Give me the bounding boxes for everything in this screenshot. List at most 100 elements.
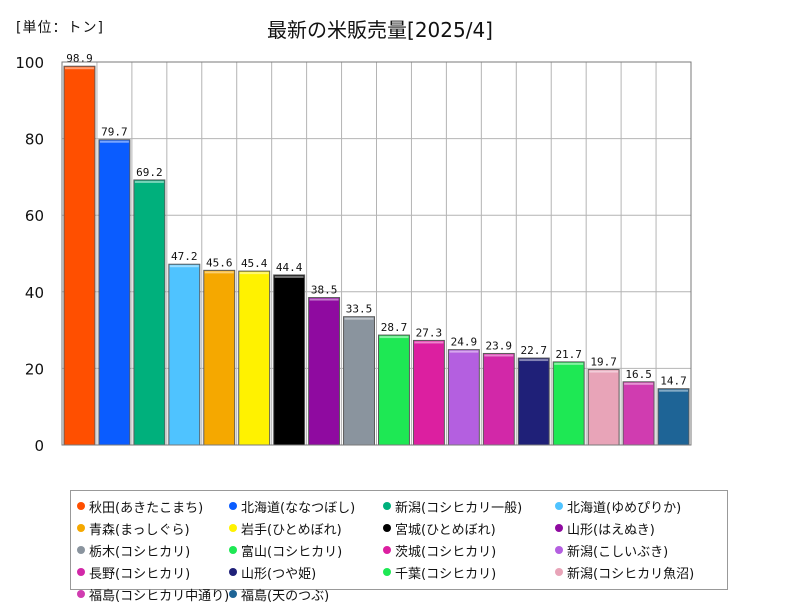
bar [378, 334, 410, 446]
legend-item: 新潟(こしいぶき) [555, 539, 725, 561]
y-tick-label: 0 [34, 437, 44, 455]
legend-swatch [383, 524, 391, 532]
legend-label: 山形(はえぬき) [567, 522, 655, 538]
legend-label: 長野(コシヒカリ) [89, 566, 191, 582]
y-tick-label: 80 [25, 131, 44, 149]
legend-swatch [383, 568, 391, 576]
horizontal-gridlines [62, 138, 691, 369]
plot-border [61, 61, 692, 446]
bar-highlight [344, 317, 374, 320]
legend-label: 新潟(コシヒカリ一般) [395, 500, 523, 516]
bar [133, 179, 166, 446]
bar-highlight [484, 354, 514, 357]
y-tick-label: 40 [25, 284, 44, 302]
legend-label: 秋田(あきたこまち) [89, 500, 204, 516]
legend-item: 新潟(コシヒカリ魚沼) [555, 561, 725, 583]
chart-title: 最新の米販売量[2025/4] [267, 18, 493, 42]
bar [343, 316, 375, 446]
legend-item: 栃木(コシヒカリ) [77, 539, 229, 561]
bar-highlight [449, 350, 479, 353]
bar-highlight [134, 180, 164, 183]
bar-highlight [239, 272, 269, 275]
legend-item: 千葉(コシヒカリ) [383, 561, 555, 583]
value-label: 22.7 [521, 344, 548, 357]
y-tick-labels: 0 20 40 60 80 100 [15, 54, 44, 455]
value-label: 47.2 [171, 250, 198, 263]
value-label: 14.7 [660, 375, 687, 388]
legend-label: 山形(つや姫) [241, 566, 317, 582]
legend-label: 新潟(こしいぶき) [567, 544, 669, 560]
bar-highlight [169, 265, 199, 268]
legend-swatch [77, 524, 85, 532]
bar [517, 357, 550, 446]
y-tick-label: 60 [25, 207, 44, 225]
bar [552, 361, 585, 446]
bar [622, 381, 655, 446]
value-label: 28.7 [381, 321, 408, 334]
legend-label: 富山(コシヒカリ) [241, 544, 343, 560]
value-label: 38.5 [311, 284, 338, 297]
bar-highlight [414, 341, 444, 344]
bar-highlight [379, 336, 409, 339]
legend-item: 北海道(ななつぼし) [229, 495, 383, 517]
legend-label: 栃木(コシヒカリ) [89, 544, 191, 560]
legend-item: 山形(はえぬき) [555, 517, 725, 539]
legend-label: 福島(コシヒカリ中通り) [89, 588, 230, 604]
bar-highlight [65, 67, 94, 70]
legend-swatch [77, 568, 85, 576]
value-label: 27.3 [416, 326, 443, 339]
legend-item: 秋田(あきたこまち) [77, 495, 229, 517]
bar-chart: 98.9 79.7 69.2 47.2 45.6 45.4 44.4 38.5 33.5 28.7… [15, 52, 692, 455]
legend-swatch [229, 524, 237, 532]
legend-swatch [555, 502, 563, 510]
bar-highlight [99, 140, 129, 143]
legend-swatch [383, 502, 391, 510]
legend-label: 福島(天のつぶ) [241, 588, 330, 604]
legend: 秋田(あきたこまち) 北海道(ななつぼし) 新潟(コシヒカリ一般) 北海道(ゆめぴりか… [70, 490, 728, 604]
legend-label: 北海道(ゆめぴりか) [567, 500, 682, 516]
bar-highlight [274, 275, 304, 278]
bar [657, 388, 690, 446]
bar [63, 65, 96, 446]
legend-item: 長野(コシヒカリ) [77, 561, 229, 583]
bar [308, 297, 341, 446]
legend-item: 新潟(コシヒカリ一般) [383, 495, 555, 517]
value-label: 21.7 [555, 348, 582, 361]
legend-label: 北海道(ななつぼし) [241, 500, 356, 516]
bar [238, 270, 271, 446]
bar-highlight [309, 298, 339, 301]
legend-item: 青森(まっしぐら) [77, 517, 229, 539]
legend-swatch [383, 546, 391, 554]
value-label: 44.4 [276, 261, 303, 274]
legend-swatch [229, 546, 237, 554]
legend-swatch [229, 568, 237, 576]
legend-label: 新潟(コシヒカリ魚沼) [567, 566, 695, 582]
bar-highlight [204, 271, 234, 274]
y-tick-label: 20 [25, 360, 44, 378]
value-label: 98.9 [66, 52, 93, 65]
value-label: 16.5 [625, 368, 652, 381]
y-tick-label: 100 [15, 54, 44, 72]
legend-swatch [77, 502, 85, 510]
legend-item: 茨城(コシヒカリ) [383, 539, 555, 561]
value-label: 69.2 [136, 166, 163, 179]
legend-label: 青森(まっしぐら) [89, 522, 190, 538]
bar-highlight [519, 359, 549, 362]
legend-swatch [229, 590, 237, 598]
bar [482, 352, 515, 446]
legend-label: 千葉(コシヒカリ) [395, 566, 497, 582]
legend-swatch [555, 524, 563, 532]
bar [412, 339, 445, 446]
legend-swatch [555, 568, 563, 576]
legend-item: 北海道(ゆめぴりか) [555, 495, 725, 517]
bar-highlight [554, 362, 584, 365]
bar [98, 139, 131, 446]
legend-swatch [229, 502, 237, 510]
value-label: 19.7 [590, 356, 617, 369]
bar [587, 369, 620, 446]
value-label: 45.4 [241, 257, 268, 270]
legend-item: 福島(天のつぶ) [229, 583, 383, 605]
bar [203, 269, 236, 446]
value-label: 23.9 [486, 339, 513, 352]
value-label: 79.7 [101, 126, 128, 139]
